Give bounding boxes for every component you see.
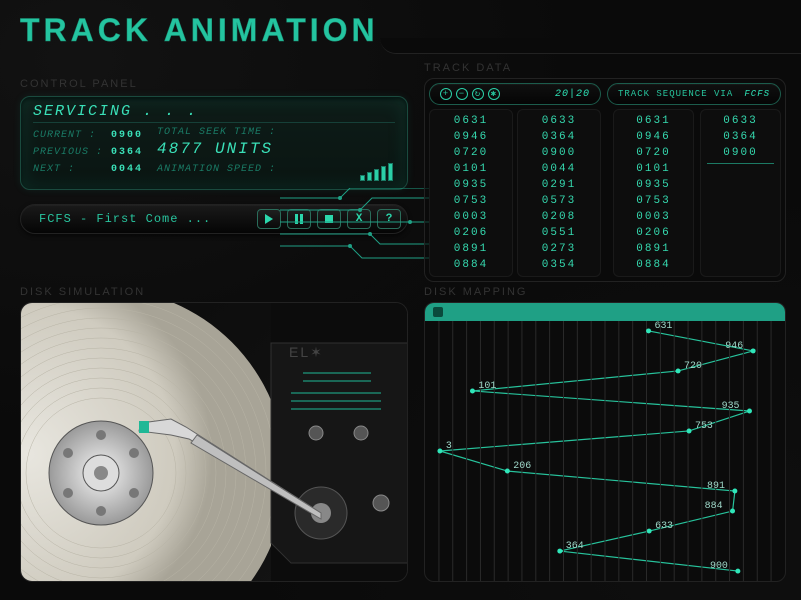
help-button[interactable]: ?: [377, 209, 401, 229]
svg-text:900: 900: [710, 560, 728, 571]
control-panel-label: CONTROL PANEL: [20, 78, 408, 90]
track-cell: 0206: [430, 225, 512, 241]
play-button[interactable]: [257, 209, 281, 229]
track-cell: 0573: [518, 193, 600, 209]
track-count-pill: + − ↻ ✱ 20|20: [429, 83, 601, 105]
plus-icon[interactable]: +: [440, 88, 452, 100]
track-cell: 0631: [430, 113, 512, 129]
track-tool-icons[interactable]: + − ↻ ✱: [440, 88, 500, 100]
track-cell: 0273: [518, 241, 600, 257]
refresh-icon[interactable]: ↻: [472, 88, 484, 100]
svg-text:720: 720: [684, 360, 702, 371]
algorithm-bar: FCFS - First Come ... X ?: [20, 204, 408, 234]
minus-icon[interactable]: −: [456, 88, 468, 100]
pause-button[interactable]: [287, 209, 311, 229]
stop-button[interactable]: [317, 209, 341, 229]
svg-text:EL✶: EL✶: [289, 344, 324, 360]
track-cell: 0753: [614, 193, 693, 209]
track-cell: 0900: [518, 145, 600, 161]
track-count-value: 20|20: [555, 89, 590, 100]
svg-text:206: 206: [513, 460, 531, 471]
seek-label: TOTAL SEEK TIME :: [157, 127, 276, 138]
track-cell: 0633: [518, 113, 600, 129]
track-cell: 0101: [614, 161, 693, 177]
svg-text:633: 633: [655, 520, 673, 531]
track-cell: 0631: [614, 113, 693, 129]
track-cell: 0633: [701, 113, 780, 129]
svg-text:884: 884: [705, 500, 723, 511]
svg-text:3: 3: [446, 440, 452, 451]
track-cell: 0720: [430, 145, 512, 161]
track-cell: 0551: [518, 225, 600, 241]
disk-mapping-panel: DISK MAPPING 631 946 720 101 935 753 3 206 891 88…: [424, 286, 786, 582]
disk-map-label: DISK MAPPING: [424, 286, 786, 298]
next-label: NEXT :: [33, 161, 75, 178]
track-cell: 0946: [614, 129, 693, 145]
sequence-via-label: TRACK SEQUENCE VIA: [618, 89, 733, 99]
track-list-col-a: 0631094607200101093507530003020608910884: [429, 109, 513, 277]
track-cell: 0003: [430, 209, 512, 225]
current-value: 0900: [111, 127, 143, 144]
track-data-panel: TRACK DATA + − ↻ ✱ 20|20 TRACK SEQUENCE …: [424, 62, 786, 282]
track-cell: 0891: [614, 241, 693, 257]
disk-simulation-panel: DISK SIMULATION: [20, 286, 408, 582]
sequence-col-a: 0631094607200101093507530003020608910884: [613, 109, 694, 277]
track-cell: 0900: [701, 145, 780, 161]
svg-text:364: 364: [566, 540, 584, 551]
svg-text:753: 753: [695, 420, 713, 431]
sequence-via-value: FCFS: [744, 89, 770, 99]
algorithm-select[interactable]: FCFS - First Come ...: [39, 212, 251, 226]
svg-text:946: 946: [725, 340, 743, 351]
track-cell: 0891: [430, 241, 512, 257]
current-label: CURRENT :: [33, 127, 96, 144]
svg-text:935: 935: [722, 400, 740, 411]
svg-text:631: 631: [654, 321, 672, 331]
track-cell: 0101: [430, 161, 512, 177]
track-cell: 0884: [614, 257, 693, 273]
track-cell: 0364: [701, 129, 780, 145]
seek-chart: 631 946 720 101 935 753 3 206 891 884 633 364 900: [425, 321, 785, 581]
track-cell: 0946: [430, 129, 512, 145]
track-cell: 0354: [518, 257, 600, 273]
track-cell: 0753: [430, 193, 512, 209]
track-list-col-b: 0633036409000044029105730208055102730354: [517, 109, 601, 277]
svg-text:101: 101: [478, 380, 496, 391]
previous-label: PREVIOUS :: [33, 144, 103, 161]
track-cell: 0044: [518, 161, 600, 177]
lcd-display: SERVICING . . . CURRENT : 0900 PREVIOUS :…: [20, 96, 408, 190]
seek-value: 4877 UNITS: [157, 140, 395, 158]
previous-value: 0364: [111, 144, 143, 161]
chart-header-bar: [425, 303, 785, 321]
hard-disk-illustration: EL✶: [21, 303, 408, 582]
random-icon[interactable]: ✱: [488, 88, 500, 100]
svg-text:891: 891: [707, 480, 725, 491]
disk-sim-label: DISK SIMULATION: [20, 286, 408, 298]
track-cell: 0884: [430, 257, 512, 273]
track-cell: 0291: [518, 177, 600, 193]
sequence-col-b: 063303640900: [700, 109, 781, 277]
disk-simulation-view: EL✶: [20, 302, 408, 582]
track-cell: 0003: [614, 209, 693, 225]
signal-bars-icon: [360, 163, 393, 181]
track-cell: 0935: [430, 177, 512, 193]
track-cell: 0720: [614, 145, 693, 161]
next-value: 0044: [111, 161, 143, 178]
track-cell: 0208: [518, 209, 600, 225]
sequence-via-pill: TRACK SEQUENCE VIA FCFS: [607, 83, 781, 105]
track-cell: 0935: [614, 177, 693, 193]
control-panel: CONTROL PANEL SERVICING . . . CURRENT : 0…: [20, 78, 408, 234]
close-button[interactable]: X: [347, 209, 371, 229]
track-data-label: TRACK DATA: [424, 62, 786, 74]
title-decoration: [380, 38, 801, 54]
lcd-status: SERVICING . . .: [33, 103, 395, 123]
app-title: TRACK ANIMATION: [20, 12, 379, 49]
track-cell: 0364: [518, 129, 600, 145]
track-cell: 0206: [614, 225, 693, 241]
